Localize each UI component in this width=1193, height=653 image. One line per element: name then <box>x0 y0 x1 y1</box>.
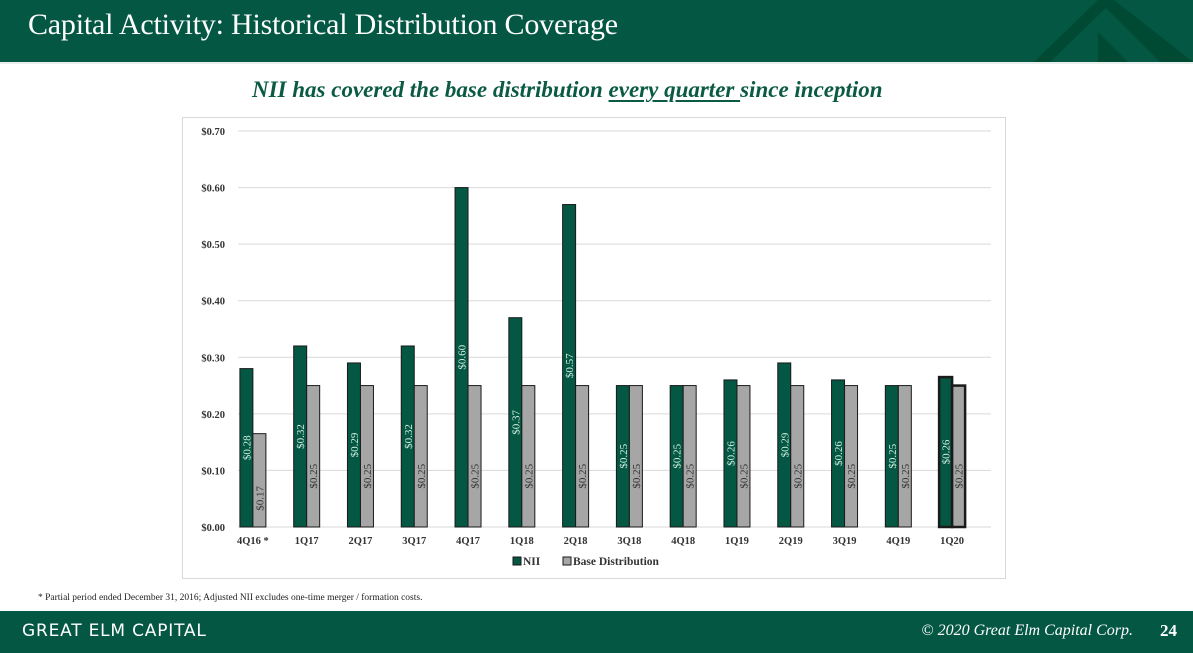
bars <box>239 187 967 529</box>
base-distribution-bar <box>306 385 321 528</box>
x-tick-label: 4Q19 <box>886 536 910 547</box>
base-distribution-bar <box>413 385 428 528</box>
nii-data-label: $0.32 <box>403 424 415 449</box>
x-tick-label: 3Q18 <box>617 536 641 547</box>
nii-data-label: $0.25 <box>672 443 684 468</box>
nii-bar <box>562 204 577 528</box>
page-number: 24 <box>1160 621 1177 640</box>
base-distribution-bar <box>790 385 805 528</box>
nii-data-label: $0.28 <box>241 435 253 460</box>
legend: NII Base Distribution <box>512 556 660 568</box>
base-distribution-bar <box>359 385 374 528</box>
subtitle-text-underlined: every quarter <box>608 77 741 102</box>
x-tick-label: 4Q18 <box>671 536 695 547</box>
footer-bar: GREAT ELM CAPITAL © 2020 Great Elm Capit… <box>0 611 1193 653</box>
base-distribution-data-label: $0.25 <box>416 463 428 488</box>
x-tick-label: 1Q18 <box>510 536 534 547</box>
footer-brand-name: GREAT ELM CAPITAL <box>22 621 207 641</box>
base-distribution-bar <box>950 384 967 529</box>
base-distribution-bar <box>682 385 697 528</box>
nii-data-label: $0.60 <box>457 344 469 369</box>
base-distribution-data-label: $0.25 <box>900 463 912 488</box>
x-tick-label: 2Q18 <box>564 536 588 547</box>
x-tick-label: 3Q17 <box>402 536 426 547</box>
nii-data-label: $0.26 <box>725 441 737 466</box>
x-tick-label: 1Q17 <box>295 536 319 547</box>
nii-data-label: $0.32 <box>295 424 307 449</box>
subtitle-text-start: NII has covered the base distribution <box>252 77 609 102</box>
x-tick-label: 1Q19 <box>725 536 749 547</box>
base-distribution-data-label: $0.25 <box>577 463 589 488</box>
y-tick-label: $0.20 <box>201 410 225 421</box>
base-distribution-data-label: $0.25 <box>362 463 374 488</box>
y-tick-label: $0.00 <box>201 523 225 534</box>
legend-label-base-distribution: Base Distribution <box>573 556 660 568</box>
nii-data-label: $0.57 <box>564 353 576 378</box>
legend-swatch-nii <box>512 556 522 566</box>
nii-data-label: $0.25 <box>887 443 899 468</box>
x-tick-label: 4Q16 * <box>237 536 269 547</box>
base-distribution-data-label: $0.25 <box>523 463 535 488</box>
legend-swatch-base-distribution <box>562 556 572 566</box>
nii-data-label: $0.25 <box>618 443 630 468</box>
header-divider <box>0 62 1193 64</box>
base-distribution-data-label: $0.25 <box>792 463 804 488</box>
great-elm-logo-mark-icon <box>1020 0 1193 62</box>
base-distribution-data-label: $0.25 <box>738 463 750 488</box>
base-distribution-data-label: $0.25 <box>685 463 697 488</box>
base-distribution-bar <box>897 385 912 528</box>
gridlines <box>238 130 991 528</box>
y-tick-label: $0.10 <box>201 466 225 477</box>
nii-bar <box>454 187 469 528</box>
distribution-coverage-chart: $0.00 $0.10 $0.20 $0.30 $0.40 $0.50 $0.60 $0.70… <box>201 127 991 568</box>
footnote: * Partial period ended December 31, 2016… <box>38 593 423 603</box>
data-labels: $0.28$0.17$0.32$0.25$0.29$0.25$0.32$0.25… <box>241 344 965 510</box>
y-tick-label: $0.60 <box>201 184 225 195</box>
base-distribution-data-label: $0.25 <box>308 463 320 488</box>
nii-data-label: $0.37 <box>510 409 522 434</box>
nii-data-label: $0.26 <box>833 441 845 466</box>
nii-data-label: $0.29 <box>349 432 361 457</box>
chart-frame: $0.00 $0.10 $0.20 $0.30 $0.40 $0.50 $0.60 $0.70… <box>182 117 1006 579</box>
base-distribution-data-label: $0.25 <box>631 463 643 488</box>
legend-label-nii: NII <box>523 556 541 568</box>
base-distribution-data-label: $0.25 <box>954 463 966 488</box>
y-tick-label: $0.50 <box>201 240 225 251</box>
y-tick-label: $0.30 <box>201 353 225 364</box>
subtitle-text-end: since inception <box>740 77 883 102</box>
base-distribution-data-label: $0.17 <box>254 485 266 510</box>
base-distribution-bar <box>575 385 590 528</box>
x-tick-label: 2Q19 <box>779 536 803 547</box>
x-tick-label: 2Q17 <box>349 536 373 547</box>
footer-copyright: © 2020 Great Elm Capital Corp. <box>921 622 1133 639</box>
x-tick-label: 3Q19 <box>833 536 857 547</box>
base-distribution-data-label: $0.25 <box>470 463 482 488</box>
base-distribution-bar <box>736 385 751 528</box>
y-axis-tick-labels: $0.00 $0.10 $0.20 $0.30 $0.40 $0.50 $0.60 $0.70 <box>201 127 225 534</box>
base-distribution-bar <box>252 433 267 528</box>
y-tick-label: $0.40 <box>201 297 225 308</box>
x-axis-tick-labels: 4Q16 * 1Q17 2Q17 3Q17 4Q17 1Q18 2Q18 3Q18 4Q18 1Q… <box>237 536 964 547</box>
base-distribution-bar <box>521 385 536 528</box>
nii-data-label: $0.26 <box>941 439 953 464</box>
header-bar: Capital Activity: Historical Distributio… <box>0 0 1193 62</box>
base-distribution-data-label: $0.25 <box>846 463 858 488</box>
base-distribution-bar <box>467 385 482 528</box>
y-tick-label: $0.70 <box>201 127 225 138</box>
nii-data-label: $0.29 <box>779 432 791 457</box>
page-title: Capital Activity: Historical Distributio… <box>28 8 618 41</box>
x-tick-label: 1Q20 <box>940 536 964 547</box>
base-distribution-bar <box>844 385 859 528</box>
base-distribution-bar <box>628 385 643 528</box>
x-tick-label: 4Q17 <box>456 536 480 547</box>
